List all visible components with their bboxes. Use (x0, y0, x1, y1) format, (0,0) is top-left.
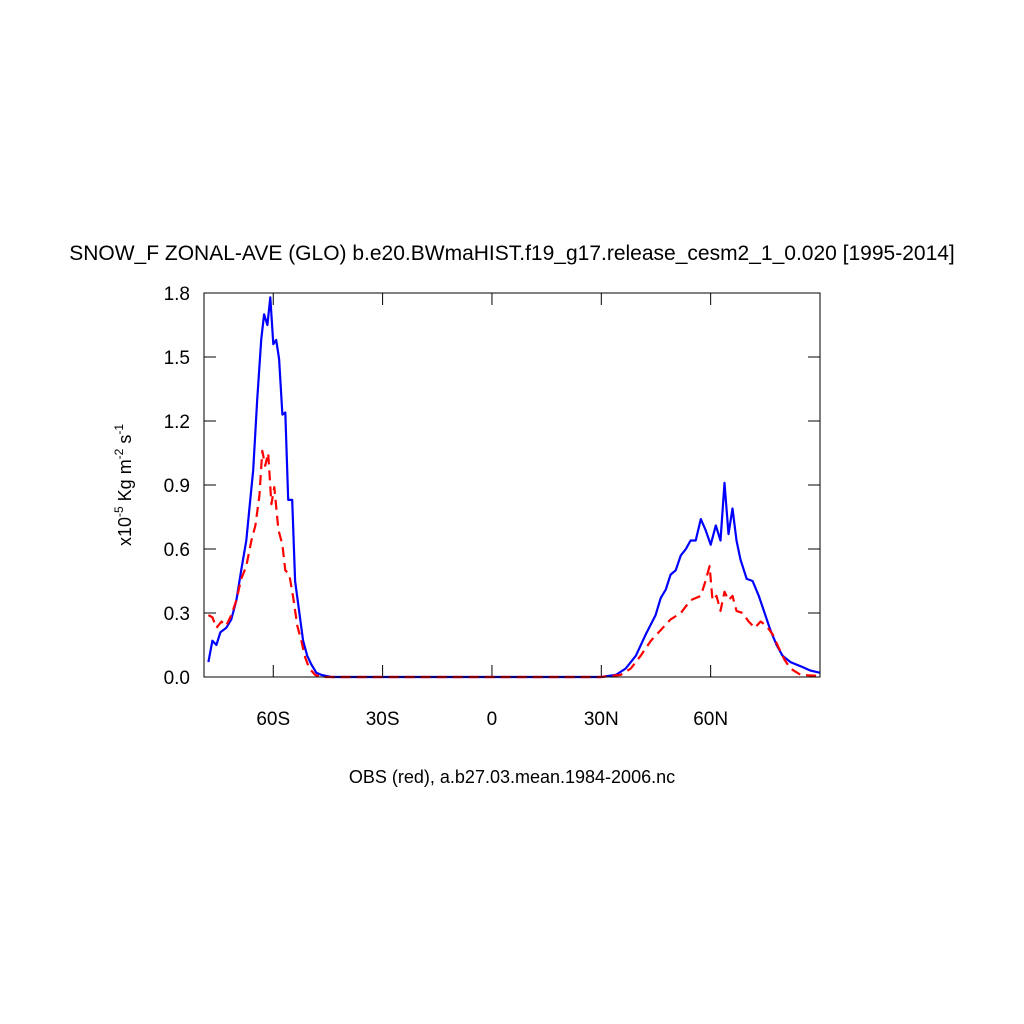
y-tick-label: 0.6 (164, 540, 190, 561)
y-tick-label: 0.0 (164, 668, 190, 689)
data-line (207, 296, 820, 679)
y-tick-label: 1.5 (164, 348, 190, 369)
x-tick-label: 30N (584, 709, 619, 730)
y-axis-label-part: -5 (112, 506, 126, 517)
x-tick-label: 30S (366, 709, 400, 730)
y-axis-label-part: s (115, 435, 135, 449)
x-tick-label: 60N (693, 709, 728, 730)
y-axis-label-part: x10 (115, 517, 135, 546)
y-axis-label-part: Kg m (115, 459, 135, 506)
x-tick-label: 60S (256, 709, 290, 730)
x-axis-label: OBS (red), a.b27.03.mean.1984-2006.nc (349, 767, 675, 787)
y-axis-label-part: -2 (112, 448, 126, 459)
y-tick-label: 0.3 (164, 604, 190, 625)
y-axis-label-part: -1 (112, 424, 126, 435)
data-line (207, 449, 820, 679)
y-tick-label: 0.9 (164, 476, 190, 497)
y-tick-label: 1.8 (164, 284, 190, 305)
x-tick-label: 0 (487, 709, 498, 730)
y-axis-label: x10-5 Kg m-2 s-1 (112, 424, 135, 546)
chart-title: SNOW_F ZONAL-AVE (GLO) b.e20.BWmaHIST.f1… (69, 242, 955, 265)
plot-frame (203, 292, 821, 678)
y-tick-label: 1.2 (164, 412, 190, 433)
